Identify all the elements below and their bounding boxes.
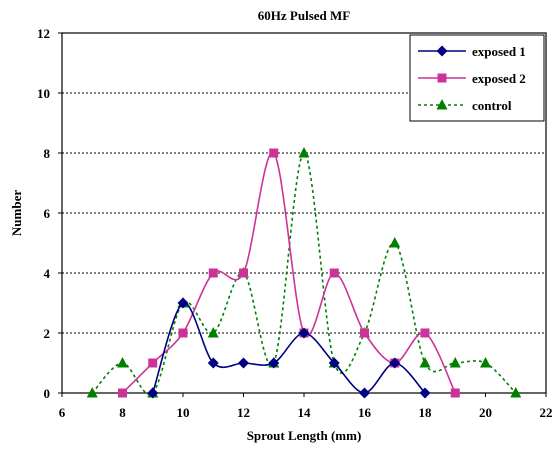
x-tick-label-2: 10: [177, 405, 190, 420]
x-tick-label-7: 20: [479, 405, 492, 420]
data-point-control-0: [86, 387, 98, 398]
data-point-exposed-2-1: [148, 358, 158, 368]
data-point-exposed-1-7: [359, 387, 370, 399]
series-exposed-1: [147, 297, 431, 399]
series-line-exposed-2: [121, 152, 456, 394]
series-line-exposed-1: [151, 302, 426, 394]
y-tick-label-4: 8: [44, 146, 51, 161]
x-tick-label-4: 14: [298, 405, 312, 420]
data-point-exposed-1-4: [268, 357, 280, 369]
axis-ticks: 6 8 10 12 14 16 18 20 22 0 2 4 6 8 10 12: [37, 26, 553, 420]
data-point-control-12: [449, 357, 461, 368]
data-point-exposed-2-7: [329, 268, 339, 278]
legend-label-exposed-1: exposed 1: [472, 44, 526, 59]
legend-marker-exposed-1: [436, 45, 448, 57]
x-tick-label-1: 8: [119, 405, 126, 420]
data-point-exposed-1-2: [207, 357, 219, 369]
data-point-exposed-2-11: [450, 388, 460, 398]
series-layer: [86, 147, 522, 399]
data-point-control-4: [207, 327, 219, 338]
legend-label-exposed-2: exposed 2: [472, 71, 526, 86]
y-tick-label-2: 4: [44, 266, 51, 281]
data-point-exposed-2-2: [178, 328, 188, 338]
x-tick-label-5: 16: [358, 405, 372, 420]
data-point-exposed-2-8: [360, 328, 369, 338]
y-tick-label-1: 2: [44, 326, 51, 341]
series-line-control: [91, 152, 517, 396]
x-tick-label-0: 6: [59, 405, 66, 420]
legend: exposed 1 exposed 2 control: [409, 34, 545, 122]
data-point-control-13: [480, 357, 491, 368]
y-axis-title: Number: [9, 190, 24, 236]
data-point-exposed-2-0: [118, 388, 127, 398]
y-tick-label-0: 0: [44, 386, 51, 401]
x-axis-title: Sprout Length (mm): [247, 428, 362, 443]
y-tick-label-3: 6: [44, 206, 51, 221]
y-tick-label-6: 12: [37, 26, 50, 41]
data-point-exposed-1-8: [389, 357, 401, 369]
data-point-control-1: [117, 357, 128, 368]
gridlines: [62, 92, 546, 334]
series-exposed-2: [118, 148, 460, 398]
data-point-exposed-1-5: [298, 327, 310, 339]
data-point-exposed-2-3: [208, 268, 218, 278]
data-point-control-7: [298, 147, 310, 158]
x-tick-label-3: 12: [237, 405, 250, 420]
data-point-control-14: [510, 387, 522, 398]
data-point-exposed-2-10: [420, 328, 430, 338]
data-point-control-10: [389, 237, 401, 248]
y-tick-label-5: 10: [37, 86, 50, 101]
data-point-exposed-2-4: [239, 268, 248, 278]
x-tick-label-8: 22: [540, 405, 553, 420]
data-point-exposed-1-0: [147, 387, 159, 399]
data-point-control-11: [419, 357, 431, 368]
data-point-exposed-2-5: [269, 148, 279, 158]
chart-title: 60Hz Pulsed MF: [258, 8, 350, 23]
data-point-exposed-1-1: [177, 297, 189, 309]
data-point-exposed-1-6: [328, 357, 340, 369]
data-point-exposed-1-9: [419, 387, 431, 399]
legend-marker-exposed-2: [437, 73, 447, 83]
data-point-exposed-1-3: [238, 357, 249, 369]
legend-marker-control: [436, 99, 448, 110]
x-tick-label-6: 18: [419, 405, 433, 420]
legend-label-control: control: [472, 98, 512, 113]
